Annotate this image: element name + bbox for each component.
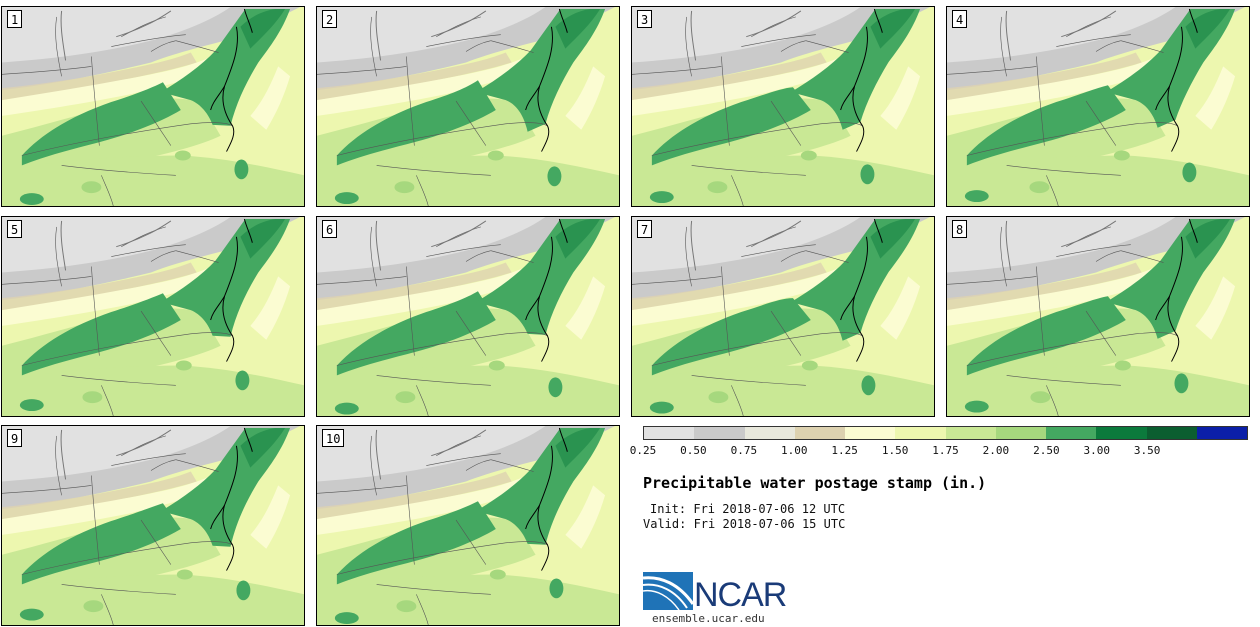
- init-time: Init: Fri 2018-07-06 12 UTC: [650, 502, 846, 516]
- member-panel: 6: [316, 216, 620, 417]
- colorbar-segment: [995, 427, 1046, 439]
- member-panel: 4: [946, 6, 1250, 207]
- colorbar-segment: [694, 427, 745, 439]
- colorbar-tick-label: 0.75: [730, 444, 758, 457]
- member-panel: 9: [1, 425, 305, 626]
- pw-map: [317, 426, 619, 625]
- colorbar-tick-label: 0.25: [629, 444, 657, 457]
- colorbar-segment: [1096, 427, 1147, 439]
- member-number-label: 7: [637, 220, 653, 238]
- chart-title: Precipitable water postage stamp (in.): [643, 474, 987, 492]
- pw-map: [632, 217, 934, 416]
- pw-map: [2, 426, 304, 625]
- colorbar-segment: [1196, 427, 1247, 439]
- member-number-label: 8: [952, 220, 968, 238]
- colorbar-segment: [845, 427, 896, 439]
- colorbar-tick-label: 1.75: [932, 444, 959, 457]
- pw-map: [2, 7, 304, 206]
- pw-map: [947, 217, 1249, 416]
- member-panel: 1: [1, 6, 305, 207]
- colorbar: [643, 426, 1248, 440]
- pw-map: [317, 7, 619, 206]
- colorbar-segment: [1046, 427, 1097, 439]
- website-url: ensemble.ucar.edu: [652, 612, 765, 625]
- colorbar-segment: [945, 427, 996, 439]
- member-number-label: 5: [7, 220, 23, 238]
- pw-map: [317, 217, 619, 416]
- valid-time: Valid: Fri 2018-07-06 15 UTC: [643, 517, 846, 531]
- colorbar-tick-label: 2.00: [982, 444, 1010, 457]
- member-panel: 2: [316, 6, 620, 207]
- colorbar-segment: [1146, 427, 1197, 439]
- colorbar-tick-label: 2.50: [1033, 444, 1060, 457]
- member-panel: 3: [631, 6, 935, 207]
- member-number-label: 10: [322, 429, 345, 447]
- colorbar-tick-label: 3.00: [1083, 444, 1111, 457]
- member-panel: 7: [631, 216, 935, 417]
- colorbar-tick-label: 1.00: [781, 444, 808, 457]
- colorbar-tick-label: 1.25: [831, 444, 858, 457]
- member-number-label: 9: [7, 429, 23, 447]
- colorbar-segment: [644, 427, 695, 439]
- member-number-label: 6: [322, 220, 338, 238]
- pw-map: [2, 217, 304, 416]
- member-panel: 5: [1, 216, 305, 417]
- colorbar-labels: 0.25 0.50 0.75 1.00 1.25 1.50 1.75 2.00 2.50 3.00…: [630, 444, 1248, 458]
- colorbar-segment: [744, 427, 795, 439]
- colorbar-segment: [895, 427, 946, 439]
- colorbar-tick-label: 1.50: [881, 444, 909, 457]
- colorbar-segment: [794, 427, 845, 439]
- member-number-label: 3: [637, 10, 653, 28]
- ncar-logo-text: NCAR: [694, 576, 787, 614]
- member-number-label: 4: [952, 10, 968, 28]
- colorbar-tick-label: 3.50: [1133, 444, 1161, 457]
- member-panel: 10: [316, 425, 620, 626]
- pw-map: [947, 7, 1249, 206]
- member-number-label: 1: [7, 10, 23, 28]
- member-number-label: 2: [322, 10, 338, 28]
- member-panel: 8: [946, 216, 1250, 417]
- ncar-logo-icon: [643, 572, 695, 611]
- pw-map: [632, 7, 934, 206]
- colorbar-tick-label: 0.50: [680, 444, 707, 457]
